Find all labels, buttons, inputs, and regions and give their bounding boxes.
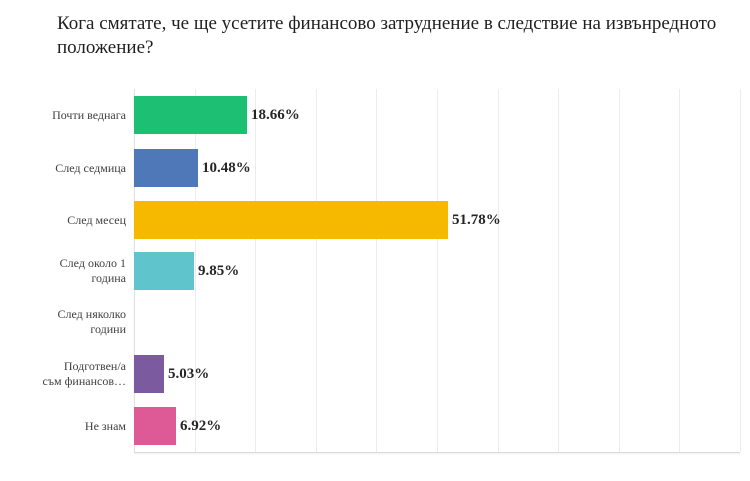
gridline — [498, 89, 499, 452]
bar-row: 18.66% — [134, 96, 740, 134]
plot-area: 18.66% 10.48% 51.78% 9.85% 5.03% 6.92% — [134, 89, 741, 453]
data-label: 5.03% — [168, 366, 210, 382]
gridline — [195, 89, 196, 452]
gridline — [376, 89, 377, 452]
gridline — [437, 89, 438, 452]
data-label: 51.78% — [452, 212, 501, 228]
category-label: След месец — [67, 212, 126, 227]
data-label: 9.85% — [198, 263, 240, 279]
category-label: Не знам — [84, 418, 126, 433]
bar-row — [134, 303, 740, 341]
gridline — [679, 89, 680, 452]
category-label: След около 1 година — [59, 256, 126, 285]
data-label: 18.66% — [251, 107, 300, 123]
bar-row: 10.48% — [134, 149, 740, 187]
data-label: 10.48% — [202, 160, 251, 176]
gridline — [740, 89, 741, 452]
gridline — [619, 89, 620, 452]
bar[interactable] — [134, 201, 448, 239]
category-label: Почти веднага — [52, 107, 126, 122]
bar[interactable] — [134, 149, 198, 187]
category-label: След няколко години — [57, 307, 126, 336]
gridline — [316, 89, 317, 452]
bar-row: 6.92% — [134, 407, 740, 445]
bar[interactable] — [134, 355, 164, 393]
data-label: 6.92% — [180, 418, 222, 434]
bar[interactable] — [134, 96, 247, 134]
bar-row: 5.03% — [134, 355, 740, 393]
gridline — [255, 89, 256, 452]
bar-row: 9.85% — [134, 252, 740, 290]
gridline — [558, 89, 559, 452]
bar-row: 51.78% — [134, 201, 740, 239]
bar[interactable] — [134, 252, 194, 290]
category-label: След седмица — [55, 160, 126, 175]
category-label: Подготвен/а съм финансов… — [42, 359, 126, 388]
bar[interactable] — [134, 407, 176, 445]
chart-title: Кога смятате, че ще усетите финансово за… — [57, 13, 717, 58]
